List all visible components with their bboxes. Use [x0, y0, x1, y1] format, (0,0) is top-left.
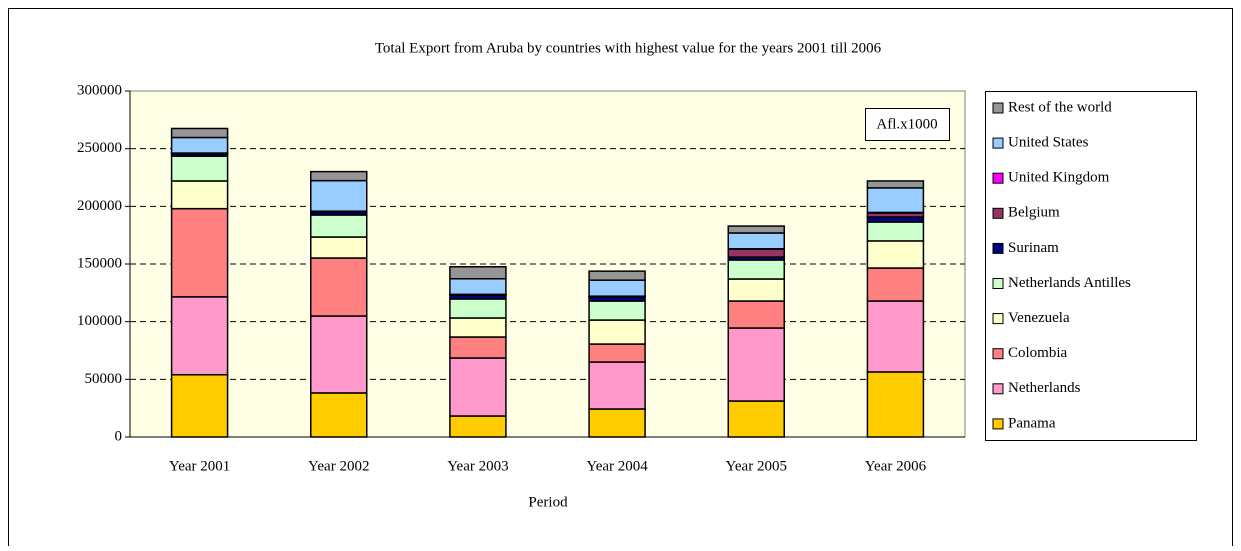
y-tick-label: 100000 [77, 313, 122, 329]
bar-segment [172, 297, 228, 375]
bar-segment [867, 217, 923, 222]
bar-segment [867, 301, 923, 372]
bar-segment [589, 301, 645, 320]
legend-label: United States [1008, 135, 1089, 151]
legend-swatch [993, 279, 1003, 289]
legend-swatch [993, 138, 1003, 148]
bar-segment [311, 258, 367, 316]
y-tick-label: 250000 [77, 140, 122, 156]
bar-segment [867, 241, 923, 268]
bar-segment [450, 299, 506, 318]
x-tick-label: Year 2005 [726, 458, 787, 474]
legend-label: Netherlands [1008, 380, 1081, 396]
y-tick-label: 150000 [77, 255, 122, 271]
bar-segment [450, 267, 506, 279]
bar-segment [589, 271, 645, 280]
legend-label: Panama [1008, 415, 1056, 431]
y-tick-label: 0 [115, 428, 123, 444]
bar-segment [172, 156, 228, 181]
legend-label: Surinam [1008, 240, 1059, 256]
bar-segment [867, 372, 923, 437]
bar-segment [589, 362, 645, 409]
bar-segment [450, 416, 506, 437]
bar-segment [311, 172, 367, 181]
bar-segment [867, 188, 923, 213]
bar-segment [311, 393, 367, 437]
legend-swatch [993, 243, 1003, 253]
bar-segment [450, 358, 506, 416]
bar-segment [311, 316, 367, 393]
bar-segment [728, 249, 784, 257]
bar-segment [450, 279, 506, 295]
bar-segment [728, 260, 784, 279]
x-tick-label: Year 2001 [169, 458, 230, 474]
y-tick-label: 300000 [77, 82, 122, 98]
bar-segment [172, 375, 228, 437]
legend-swatch [993, 314, 1003, 324]
legend-swatch [993, 208, 1003, 218]
bar-segment [728, 301, 784, 328]
bar-segment [172, 137, 228, 153]
legend-label: Colombia [1008, 345, 1068, 361]
x-axis-label: Period [528, 494, 568, 510]
bar-segment [728, 233, 784, 249]
legend-swatch [993, 419, 1003, 429]
legend-label: Belgium [1008, 205, 1060, 221]
bar-segment [589, 409, 645, 437]
bar-segment [172, 209, 228, 297]
legend-swatch [993, 349, 1003, 359]
bar-segment [728, 328, 784, 401]
bar-segment [867, 181, 923, 188]
bar-segment [728, 226, 784, 233]
bar-segment [311, 181, 367, 212]
x-tick-label: Year 2003 [447, 458, 508, 474]
bar-segment [172, 181, 228, 209]
bar-segment [867, 222, 923, 241]
legend-swatch [993, 384, 1003, 394]
x-tick-label: Year 2002 [308, 458, 369, 474]
bar-segment [867, 268, 923, 301]
legend-swatch [993, 173, 1003, 183]
legend-label: United Kingdom [1008, 170, 1110, 186]
y-tick-label: 50000 [85, 371, 123, 387]
bar-segment [728, 401, 784, 437]
bar-segment [728, 279, 784, 301]
bar-segment [450, 337, 506, 358]
bar-segment [589, 344, 645, 362]
bar-segment [172, 128, 228, 137]
y-tick-label: 200000 [77, 198, 122, 214]
legend-swatch [993, 103, 1003, 113]
bar-segment [450, 318, 506, 337]
chart-title: Total Export from Aruba by countries wit… [375, 40, 882, 56]
legend-label: Venezuela [1008, 310, 1070, 326]
x-tick-label: Year 2006 [865, 458, 927, 474]
x-tick-label: Year 2004 [586, 458, 648, 474]
bar-segment [589, 320, 645, 344]
annotation: Afl.x1000 [876, 116, 937, 132]
bar-segment [311, 215, 367, 237]
legend-label: Rest of the world [1008, 99, 1112, 115]
legend-label: Netherlands Antilles [1008, 275, 1131, 291]
bar-segment [311, 237, 367, 258]
bar-segment [589, 280, 645, 296]
